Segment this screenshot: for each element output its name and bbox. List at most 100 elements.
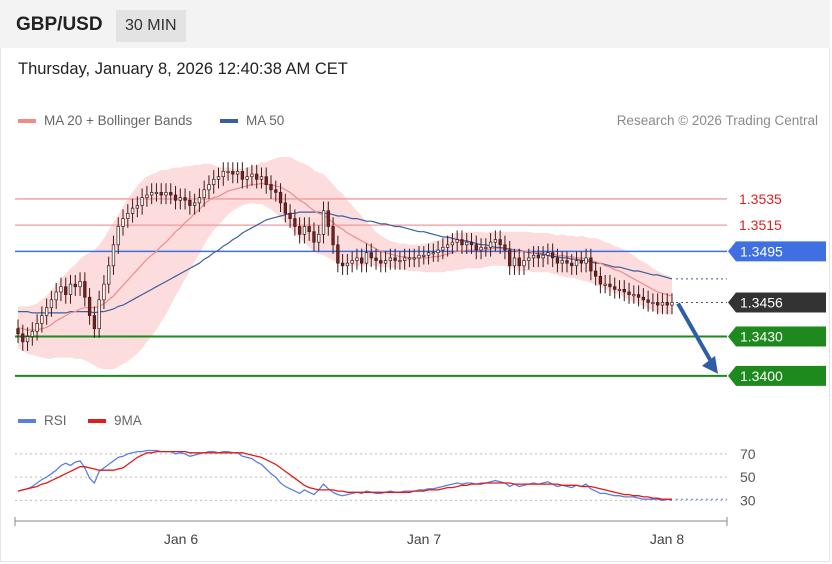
candle-body [465, 241, 469, 246]
candle-body [374, 257, 378, 261]
candle-body [536, 254, 540, 259]
time-tick-label: Jan 8 [650, 531, 684, 547]
candle-body [64, 286, 68, 295]
candle-body [598, 275, 603, 285]
candle-body [383, 260, 388, 264]
candle-body [154, 192, 159, 194]
level-label-1.3456: 1.3456 [740, 294, 783, 310]
candle-body [264, 176, 268, 185]
level-tag-support [728, 365, 826, 386]
candle-body [78, 281, 82, 288]
legend-rsi: RSI [18, 413, 67, 428]
candle-body [278, 192, 283, 204]
candle-body [546, 252, 550, 256]
candle-body [274, 189, 278, 193]
candle-body [49, 299, 54, 309]
candle-body [340, 262, 345, 267]
candle-body [130, 207, 135, 214]
bollinger-band [18, 157, 672, 370]
level-label-1.3515: 1.3515 [739, 217, 782, 233]
candle-body [426, 252, 431, 256]
rsi-tick-label: 50 [740, 469, 756, 485]
candle-body [364, 252, 369, 264]
candle-body [83, 281, 87, 298]
candle-body [565, 260, 569, 264]
legend-ma50: MA 50 [220, 113, 284, 128]
candle-body [16, 328, 20, 335]
candle-body [283, 202, 287, 214]
candle-body [326, 210, 330, 227]
candle-body [355, 257, 359, 261]
level-label-1.3535: 1.3535 [739, 191, 782, 207]
candle-body [240, 171, 245, 180]
candle-body [235, 171, 240, 175]
symbol-title: GBP/USD [16, 14, 103, 35]
candle-body [593, 270, 598, 277]
candle-body [570, 262, 574, 267]
candle-body [126, 213, 130, 219]
level-label-1.3495: 1.3495 [740, 243, 783, 259]
time-tick-label: Jan 6 [164, 531, 198, 547]
candle-body [25, 336, 30, 343]
candle-body [207, 184, 211, 191]
candle-body [226, 171, 230, 173]
credit-text: Research © 2026 Trading Central [616, 113, 818, 128]
candle-body [493, 239, 498, 243]
candle-body [584, 257, 588, 264]
candle-body [560, 260, 564, 264]
candle-body [135, 205, 139, 209]
level-tag-last [728, 292, 826, 313]
candle-body [641, 296, 646, 301]
candle-body [54, 291, 58, 301]
rsi-ma-label: 9MA [114, 413, 142, 428]
candle-body [393, 257, 397, 261]
candle-body [159, 192, 163, 196]
candle-body [68, 283, 73, 295]
forecast-arrow-head [702, 355, 718, 374]
candle-body [145, 194, 149, 198]
candle-body [388, 257, 393, 261]
candle-body [613, 286, 617, 290]
level-tag-support [728, 326, 826, 347]
candle-body [178, 197, 182, 201]
timeframe-badge[interactable]: 30 MIN [116, 10, 186, 42]
candle-body [527, 257, 531, 261]
candle-body [417, 254, 421, 259]
candle-body [336, 244, 340, 264]
legend-ma20: MA 20 + Bollinger Bands [18, 113, 192, 128]
candle-body [617, 289, 622, 291]
candle-body [150, 192, 154, 196]
candle-body [474, 244, 478, 251]
candle-body [111, 244, 116, 267]
candle-body [656, 302, 660, 306]
candle-body [140, 197, 144, 206]
candle-body [360, 257, 364, 264]
candle-body [517, 257, 521, 267]
candle-body [250, 173, 254, 178]
candle-body [665, 302, 669, 306]
candle-body [293, 218, 297, 227]
candle-body [646, 299, 650, 303]
rsi-swatch [18, 418, 36, 423]
candle-body [531, 254, 536, 259]
ma50-line [18, 211, 673, 314]
candle-body [307, 226, 311, 233]
rsi-label: RSI [44, 413, 67, 428]
candle-body [302, 226, 307, 235]
candle-body [107, 265, 111, 285]
candle-body [288, 213, 292, 219]
candle-body [589, 257, 593, 272]
candle-body [173, 194, 178, 201]
candle-body [102, 283, 106, 301]
candle-body [44, 307, 49, 316]
ma20-label: MA 20 + Bollinger Bands [44, 113, 193, 128]
candle-body [508, 249, 512, 267]
candle-body [445, 244, 450, 248]
candle-body [670, 302, 674, 306]
candle-body [231, 171, 235, 175]
candle-body [398, 260, 402, 263]
candle-body [202, 189, 206, 198]
candle-body [212, 178, 216, 185]
candle-body [92, 315, 97, 330]
